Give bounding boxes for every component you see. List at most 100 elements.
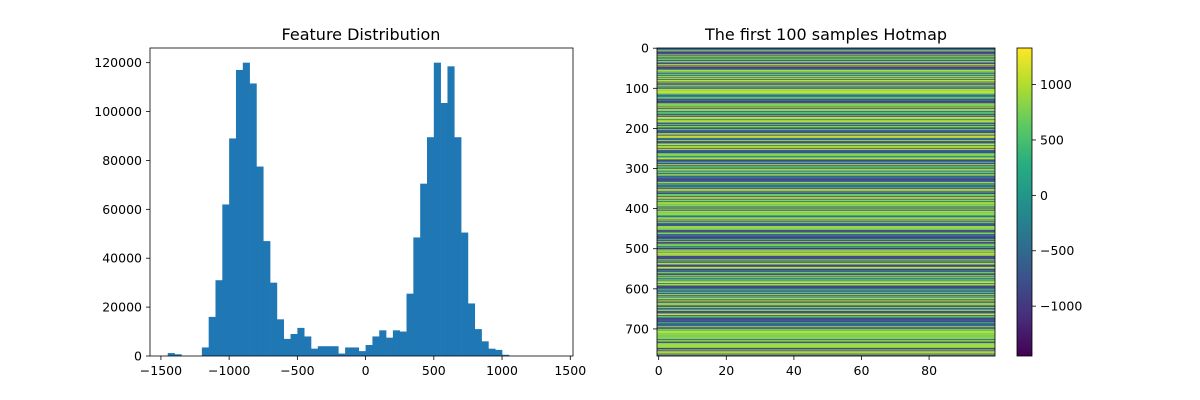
heatmap-row (657, 275, 995, 277)
heatmap-row (657, 352, 995, 354)
heatmap-row (657, 104, 995, 106)
heatmap-row (657, 220, 995, 222)
heatmap-row (657, 96, 995, 98)
heatmap-row (657, 264, 995, 266)
histogram-bar (447, 66, 455, 356)
heatmap-row (657, 331, 995, 333)
heatmap-row (657, 88, 995, 90)
histogram-bar (311, 348, 319, 356)
heatmap-row (657, 64, 995, 66)
heatmap-row (657, 335, 995, 337)
heatmap-row (657, 248, 995, 250)
heatmap-row (657, 48, 995, 50)
heatmap-row (657, 58, 995, 60)
heatmap-row (657, 133, 995, 135)
heatmap-row (657, 243, 995, 245)
heatmap-row (657, 110, 995, 112)
heatmap-row (657, 240, 995, 242)
heatmap-row (657, 165, 995, 167)
heatmap-row (657, 76, 995, 78)
heatmap-row (657, 287, 995, 289)
heatmap-row (657, 144, 995, 146)
heatmap-row (657, 287, 995, 289)
heatmap-row (657, 330, 995, 332)
heatmap-row (657, 311, 995, 313)
heatmap-row (657, 279, 995, 281)
histogram-x-tick-label: −1500 (140, 363, 182, 378)
heatmap-row (657, 57, 995, 59)
heatmap-row (657, 272, 995, 274)
heatmap-row (657, 323, 995, 325)
heatmap-row (657, 72, 995, 74)
heatmap-row (657, 97, 995, 99)
histogram-bar (467, 303, 476, 356)
heatmap-row (657, 271, 995, 273)
heatmap-row (657, 208, 995, 210)
heatmap-row (657, 185, 995, 187)
heatmap-row (657, 137, 995, 139)
heatmap-row (657, 122, 995, 124)
histogram-panel: Feature Distribution −1500 −1000 −500 0 500 1… (94, 25, 586, 378)
heatmap-row (657, 335, 995, 337)
heatmap-row (657, 301, 995, 303)
heatmap-y-tick-label: 400 (625, 201, 649, 216)
heatmap-row (657, 343, 995, 345)
heatmap-row (657, 90, 995, 92)
colorbar-tick-label: 1000 (1040, 77, 1072, 92)
heatmap-row (657, 347, 995, 349)
heatmap-row (657, 190, 995, 192)
heatmap-row (657, 231, 995, 233)
heatmap-row (657, 238, 995, 240)
heatmap-row (657, 68, 995, 70)
heatmap-row (657, 139, 995, 141)
histogram-bar (174, 354, 182, 356)
heatmap-row (657, 212, 995, 214)
heatmap-row (657, 283, 995, 285)
heatmap-row (657, 334, 995, 336)
heatmap-row (657, 196, 995, 198)
histogram-bar (283, 338, 291, 356)
heatmap-row (657, 345, 995, 347)
heatmap-row (657, 303, 995, 305)
colorbar-tick-label: 500 (1040, 132, 1064, 147)
heatmap-row (657, 169, 995, 171)
heatmap-row (657, 62, 995, 64)
heatmap-row (657, 120, 995, 122)
heatmap-row (657, 193, 995, 195)
heatmap-row (657, 165, 995, 167)
heatmap-row (657, 303, 995, 305)
heatmap-row (657, 202, 995, 204)
histogram-bar (208, 316, 216, 356)
heatmap-x-tick-label: 60 (854, 363, 870, 378)
heatmap-row (657, 270, 995, 272)
heatmap-row (657, 227, 995, 229)
heatmap-row (657, 50, 995, 52)
heatmap-row (657, 274, 995, 276)
heatmap-row (657, 128, 995, 130)
colorbar-tick-label: 0 (1040, 188, 1048, 203)
heatmap-row (657, 221, 995, 223)
histogram-title: Feature Distribution (282, 25, 441, 44)
heatmap-row (657, 117, 995, 119)
heatmap-row (657, 157, 995, 159)
heatmap-row (657, 298, 995, 300)
heatmap-row (657, 217, 995, 219)
histogram-x-tick-label: 1500 (554, 363, 586, 378)
heatmap-row (657, 159, 995, 161)
heatmap-row (657, 129, 995, 131)
heatmap-row (657, 72, 995, 74)
heatmap-row (657, 193, 995, 195)
heatmap-row (657, 103, 995, 105)
heatmap-row (657, 282, 995, 284)
heatmap-row (657, 171, 995, 173)
histogram-bar (454, 137, 462, 356)
heatmap-row (657, 204, 995, 206)
heatmap-row (657, 346, 995, 348)
heatmap-row (657, 350, 995, 352)
heatmap-row (657, 71, 995, 73)
heatmap-row (657, 321, 995, 323)
heatmap-x-tick-label: 40 (786, 363, 802, 378)
histogram-x-tick-label: 500 (422, 363, 446, 378)
heatmap-row (657, 206, 995, 208)
heatmap-row (657, 247, 995, 249)
